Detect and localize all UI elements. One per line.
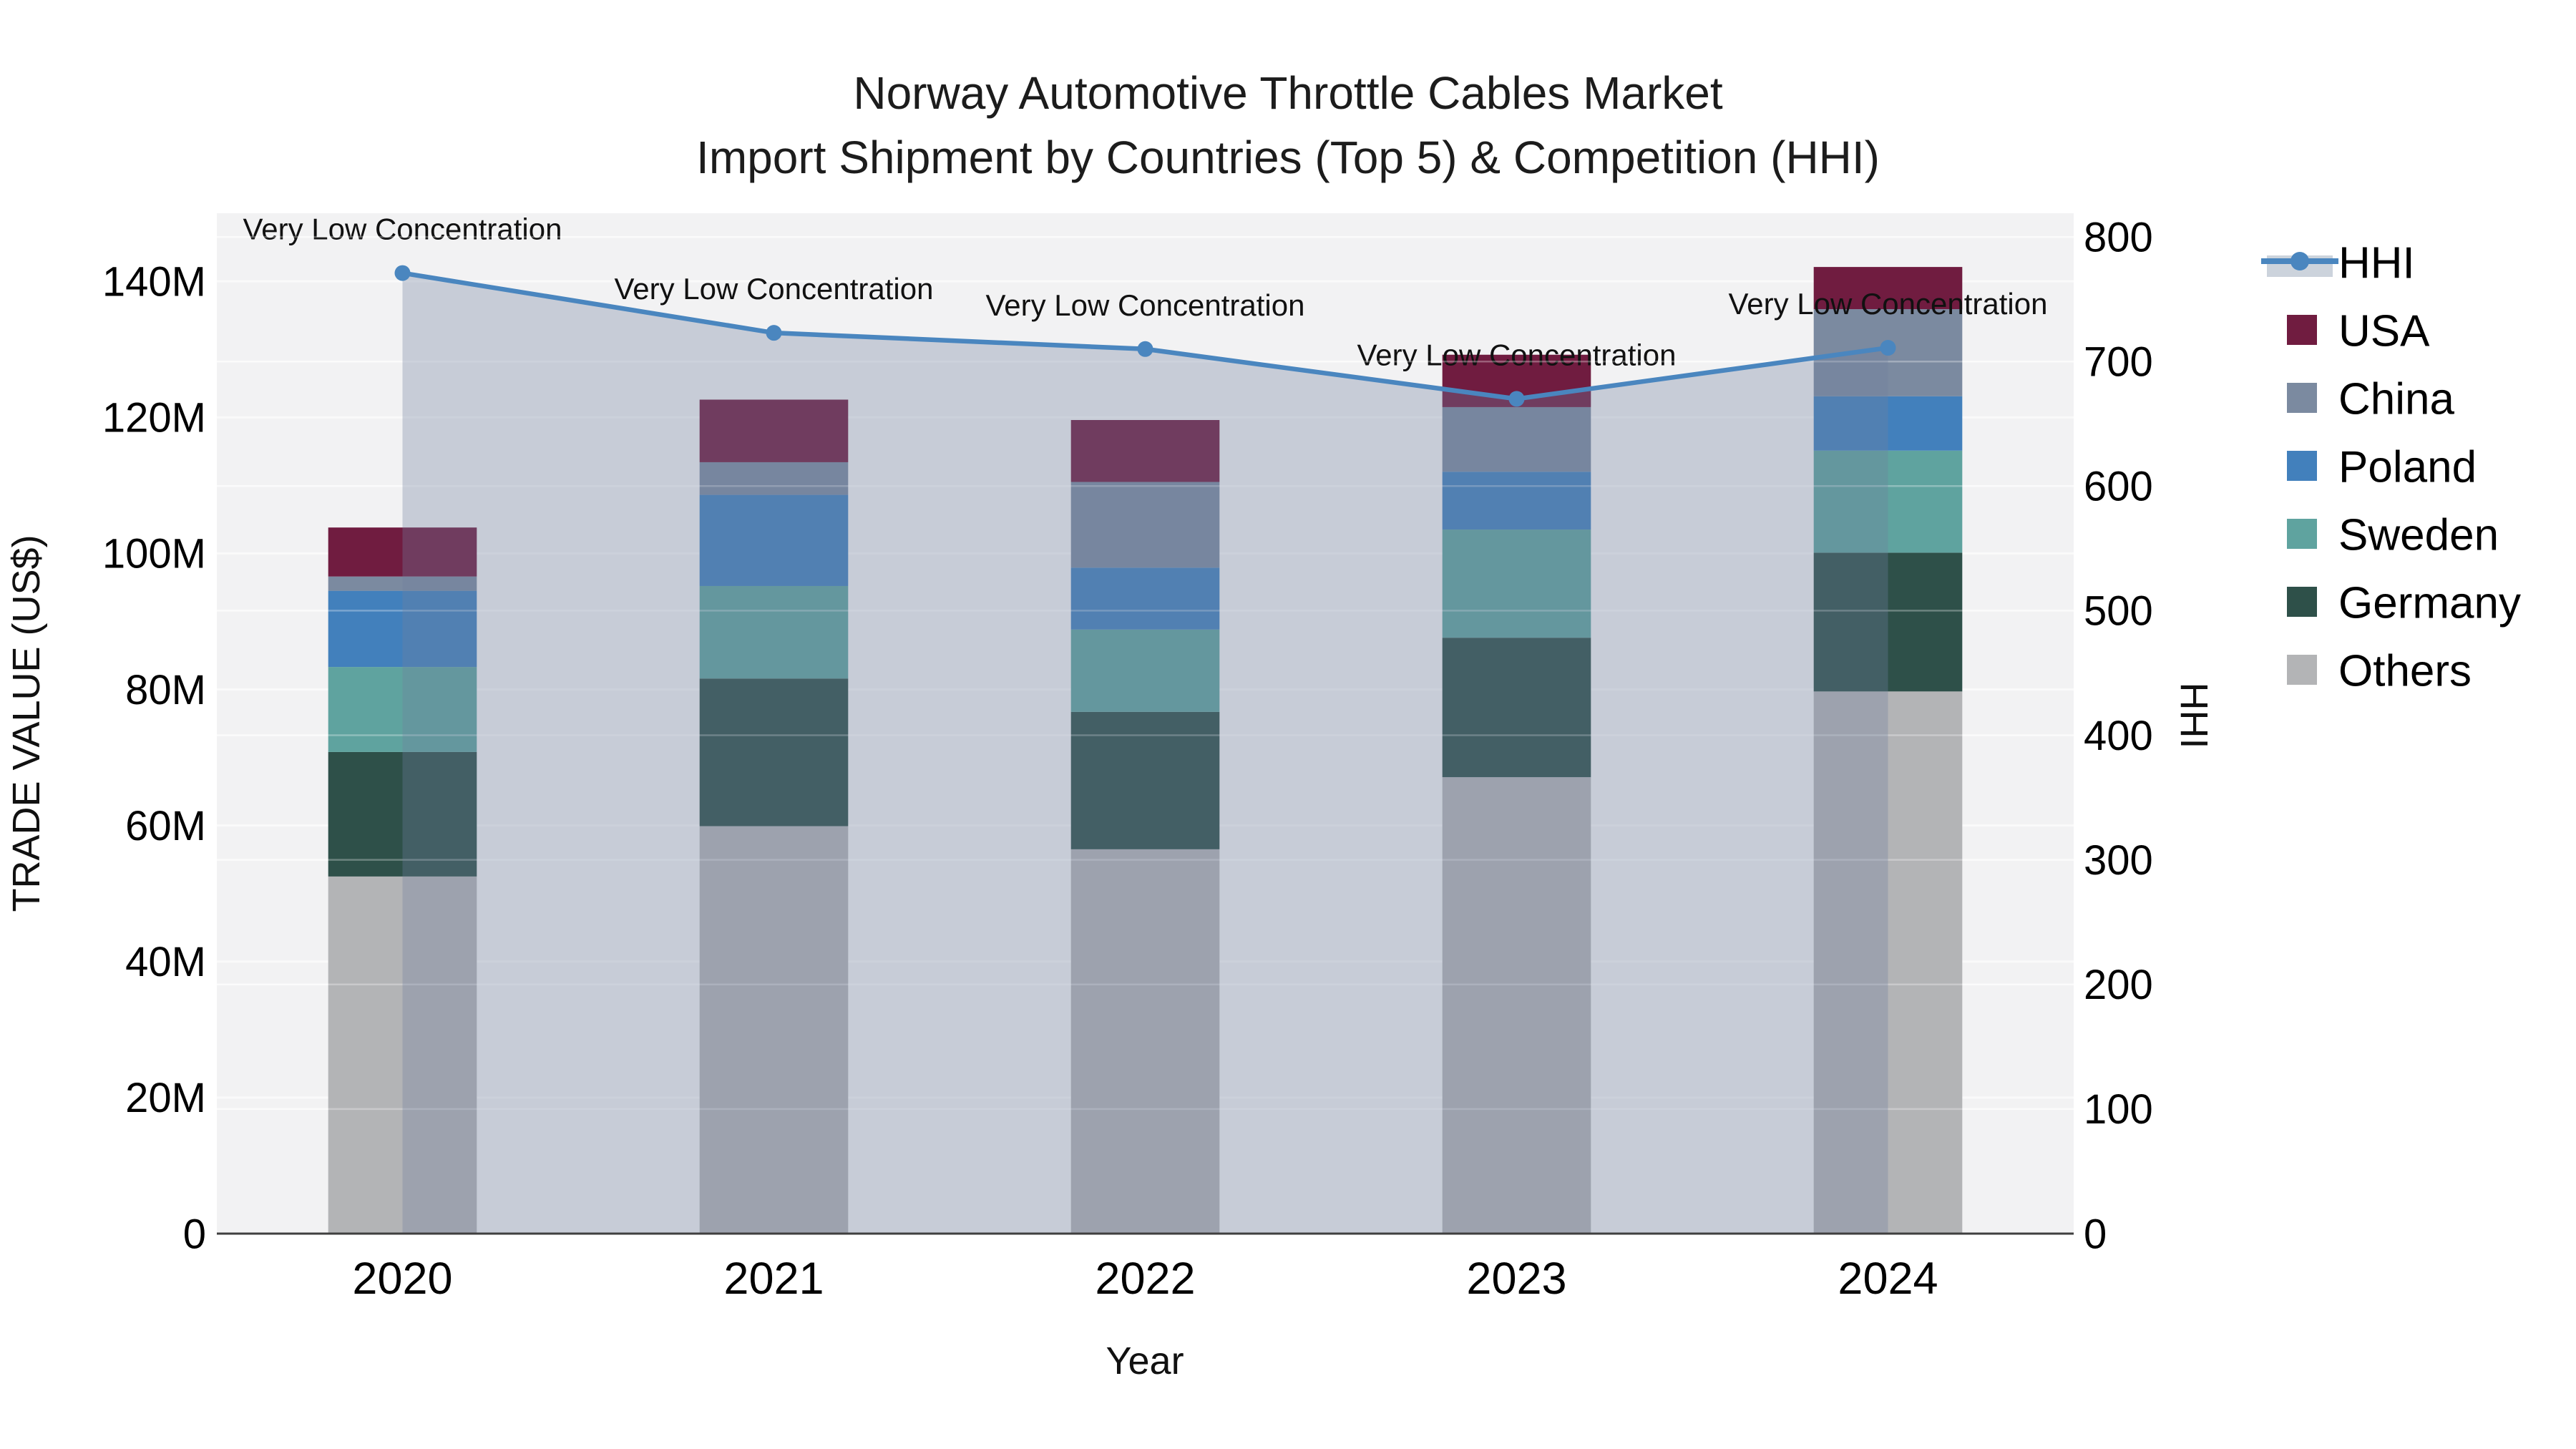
y-left-tick-label: 100M xyxy=(102,531,206,577)
bar-segment-others-2023 xyxy=(1442,777,1591,1234)
chart-title-line1: Norway Automotive Throttle Cables Market xyxy=(853,67,1723,119)
bar-segment-china-2020 xyxy=(328,576,477,591)
hhi-marker-2020 xyxy=(394,265,411,281)
hhi-area-fill xyxy=(402,273,1888,1234)
x-tick-label-2021: 2021 xyxy=(723,1254,824,1304)
y-right-tick-label: 400 xyxy=(2084,713,2153,759)
bar-segment-germany-2022 xyxy=(1070,711,1220,849)
chart-title-line2: Import Shipment by Countries (Top 5) & C… xyxy=(696,132,1880,183)
y-right-tick-label: 600 xyxy=(2084,464,2153,510)
legend-item-germany[interactable]: Germany xyxy=(2287,579,2521,628)
legend-item-usa[interactable]: USA xyxy=(2287,307,2430,356)
x-tick-label-2020: 2020 xyxy=(352,1254,452,1304)
legend-label-germany: Germany xyxy=(2338,579,2521,628)
x-axis-title: Year xyxy=(1106,1340,1184,1382)
hhi-marker-2024 xyxy=(1880,340,1896,356)
bar-segment-usa-2021 xyxy=(699,399,849,462)
bar-segment-others-2021 xyxy=(699,826,849,1234)
bar-segment-china-2021 xyxy=(699,462,849,495)
legend-label-poland: Poland xyxy=(2338,443,2477,492)
hhi-marker-2022 xyxy=(1137,341,1153,357)
y-right-tick-label: 700 xyxy=(2084,338,2153,385)
hhi-marker-2023 xyxy=(1508,391,1525,407)
hhi-annotation-2020: Very Low Concentration xyxy=(243,213,562,246)
legend-item-china[interactable]: China xyxy=(2287,375,2455,424)
hhi-annotation-2023: Very Low Concentration xyxy=(1357,338,1677,371)
bar-segment-usa-2024 xyxy=(1813,267,1963,310)
legend-item-hhi[interactable]: HHI xyxy=(2261,239,2415,288)
y-right-tick-label: 100 xyxy=(2084,1086,2153,1133)
legend-item-poland[interactable]: Poland xyxy=(2287,443,2477,492)
legend-hhi-marker xyxy=(2290,252,2309,270)
bar-segment-sweden-2020 xyxy=(328,667,477,752)
x-tick-label-2023: 2023 xyxy=(1466,1254,1566,1304)
y-left-tick-label: 0 xyxy=(183,1211,206,1257)
x-tick-label-2022: 2022 xyxy=(1095,1254,1195,1304)
hhi-annotation-2024: Very Low Concentration xyxy=(1729,287,2048,321)
bar-segment-others-2022 xyxy=(1070,849,1220,1234)
bar-segment-poland-2024 xyxy=(1813,396,1963,451)
y-left-tick-label: 20M xyxy=(125,1075,206,1121)
legend-label-usa: USA xyxy=(2338,307,2430,356)
y-right-tick-label: 500 xyxy=(2084,588,2153,635)
y-right-axis-title: HHI xyxy=(2172,683,2215,749)
y-left-tick-label: 120M xyxy=(102,395,206,441)
bar-segment-usa-2022 xyxy=(1070,420,1220,482)
legend-label-hhi: HHI xyxy=(2338,239,2415,288)
y-left-tick-label: 140M xyxy=(102,258,206,305)
bar-segment-germany-2021 xyxy=(699,678,849,826)
bar-segment-poland-2023 xyxy=(1442,472,1591,530)
bar-segment-poland-2020 xyxy=(328,590,477,668)
y-right-tick-label: 200 xyxy=(2084,962,2153,1008)
legend-label-others: Others xyxy=(2338,647,2472,696)
bar-segment-germany-2020 xyxy=(328,751,477,877)
x-tick-label-2024: 2024 xyxy=(1838,1254,1938,1304)
bar-segment-sweden-2021 xyxy=(699,585,849,679)
hhi-annotation-2022: Very Low Concentration xyxy=(986,288,1305,322)
legend-item-sweden[interactable]: Sweden xyxy=(2287,511,2499,560)
bar-segment-poland-2021 xyxy=(699,494,849,586)
bar-segment-china-2022 xyxy=(1070,482,1220,568)
legend-swatch-germany xyxy=(2287,587,2317,617)
hhi-marker-2021 xyxy=(766,325,782,341)
y-right-tick-label: 0 xyxy=(2084,1211,2107,1257)
legend-swatch-poland xyxy=(2287,451,2317,481)
legend-label-china: China xyxy=(2338,375,2455,424)
bar-segment-sweden-2022 xyxy=(1070,629,1220,712)
bar-segment-germany-2023 xyxy=(1442,638,1591,778)
hhi-annotation-2021: Very Low Concentration xyxy=(615,272,934,306)
legend-label-sweden: Sweden xyxy=(2338,511,2499,560)
bar-segment-sweden-2024 xyxy=(1813,450,1963,553)
legend-swatch-sweden xyxy=(2287,519,2317,549)
y-right-tick-label: 300 xyxy=(2084,837,2153,884)
bar-segment-others-2024 xyxy=(1813,691,1963,1234)
y-left-tick-label: 60M xyxy=(125,803,206,849)
legend-swatch-usa xyxy=(2287,315,2317,345)
legend: HHI USA China Poland Sweden Germany Others xyxy=(2261,239,2521,696)
bar-segment-germany-2024 xyxy=(1813,552,1963,692)
legend-swatch-china xyxy=(2287,383,2317,413)
bar-segment-usa-2020 xyxy=(328,527,477,577)
y-left-tick-label: 80M xyxy=(125,667,206,713)
bar-segment-others-2020 xyxy=(328,876,477,1234)
bar-segment-china-2023 xyxy=(1442,406,1591,472)
legend-item-others[interactable]: Others xyxy=(2287,647,2472,696)
legend-swatch-others xyxy=(2287,655,2317,685)
y-right-tick-label: 800 xyxy=(2084,214,2153,260)
plot-area: Very Low Concentration Very Low Concentra… xyxy=(102,213,2153,1304)
y-left-axis-title: TRADE VALUE (US$) xyxy=(5,535,48,912)
y-left-tick-label: 40M xyxy=(125,939,206,985)
bar-segment-sweden-2023 xyxy=(1442,530,1591,638)
bar-segment-poland-2022 xyxy=(1070,567,1220,630)
